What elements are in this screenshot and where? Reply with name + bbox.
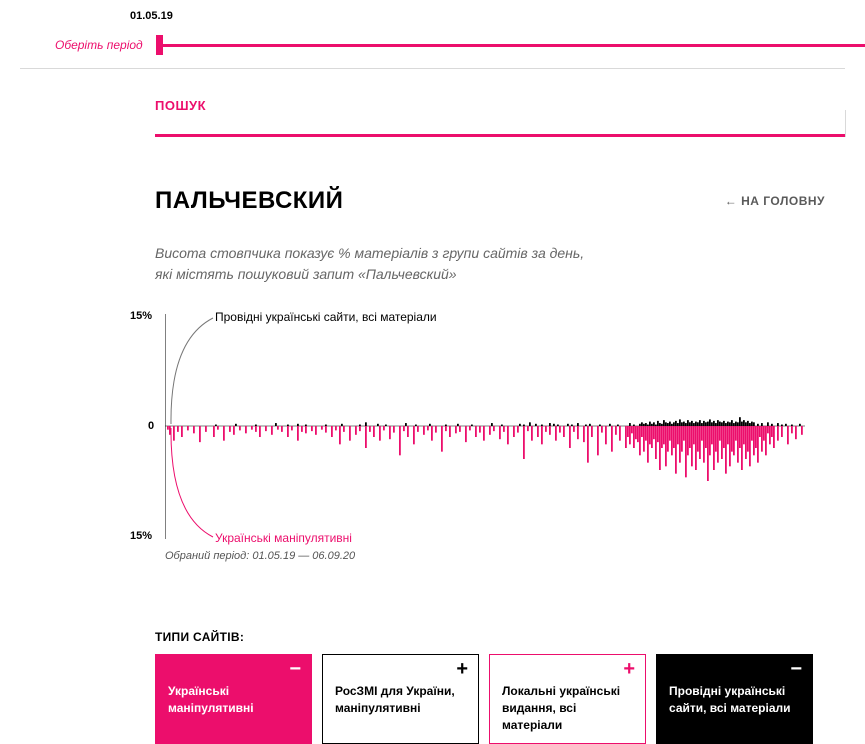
site-type-card-1[interactable]: + РосЗМІ для України, маніпулятивні: [322, 654, 479, 744]
site-types-title: ТИПИ САЙТІВ:: [155, 630, 825, 644]
site-type-card-label: Локальні українські видання, всі матеріа…: [502, 683, 633, 733]
tab-underline: [155, 134, 845, 137]
site-type-card-0[interactable]: − Українські маніпулятивні: [155, 654, 312, 744]
timeline-start-date: 01.05.19: [130, 10, 173, 22]
chart-description: Висота стовпчика показує % матеріалів з …: [155, 243, 825, 285]
site-type-card-3[interactable]: − Провідні українські сайти, всі матеріал…: [656, 654, 813, 744]
site-type-cards: − Українські маніпулятивні + РосЗМІ для Укр…: [155, 654, 825, 744]
y-axis-bot: 15%: [130, 530, 152, 542]
timeline-track[interactable]: [160, 44, 865, 47]
site-types-section: ТИПИ САЙТІВ: − Українські маніпулятивні + Р…: [155, 630, 825, 744]
timeline: 01.05.19 Оберіть період: [0, 10, 865, 60]
page-title: ПАЛЬЧЕВСКИЙ: [155, 187, 343, 215]
desc-line-1: Висота стовпчика показує % матеріалів з …: [155, 245, 584, 261]
site-type-card-label: Провідні українські сайти, всі матеріали: [669, 683, 800, 717]
tab-search[interactable]: ПОШУК: [155, 98, 206, 123]
period-note: Обраний період: 01.05.19 — 06.09.20: [165, 550, 355, 562]
site-type-card-label: РосЗМІ для України, маніпулятивні: [335, 683, 466, 717]
back-link[interactable]: ← НА ГОЛОВНУ: [725, 194, 825, 208]
tab-row: ПОШУК: [155, 97, 845, 137]
divider: [20, 68, 845, 69]
plus-icon: +: [456, 659, 468, 679]
minus-icon: −: [790, 659, 802, 679]
minus-icon: −: [289, 659, 301, 679]
site-type-card-label: Українські маніпулятивні: [168, 683, 299, 717]
y-axis-top: 15%: [130, 310, 152, 322]
chart-canvas: [165, 310, 805, 545]
chart: 15% 0 15% Провідні українські сайти, всі…: [155, 310, 825, 550]
site-type-card-2[interactable]: + Локальні українські видання, всі матері…: [489, 654, 646, 744]
timeline-hint: Оберіть період: [55, 38, 143, 52]
desc-line-2: які містять пошуковий запит «Пальчевский…: [155, 266, 457, 282]
plus-icon: +: [623, 659, 635, 679]
y-axis-mid: 0: [148, 420, 154, 432]
